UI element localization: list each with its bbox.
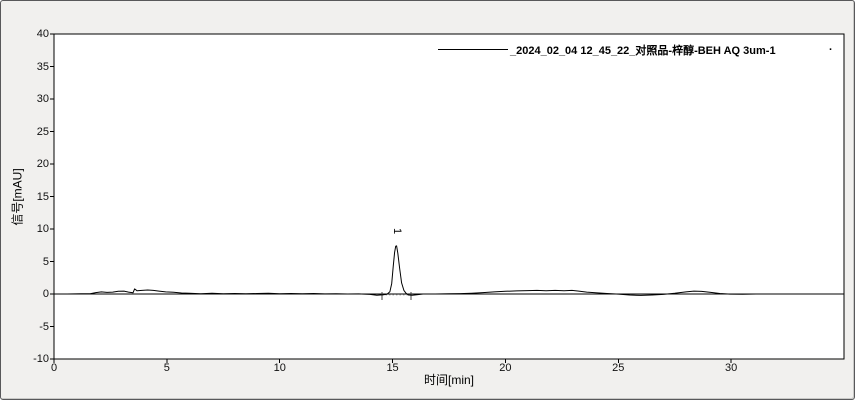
signal-trace xyxy=(54,245,844,296)
x-tick-label: 0 xyxy=(50,362,58,374)
y-tick-label: 5 xyxy=(42,255,49,268)
y-tick-label: 0 xyxy=(42,288,49,300)
legend-line-sample xyxy=(438,49,508,50)
y-tick-label: 40 xyxy=(36,28,49,40)
legend-series-label: _2024_02_04 12_45_22_对照品-梓醇-BEH AQ 3um-1 xyxy=(510,45,776,57)
y-tick-label: 30 xyxy=(36,93,49,105)
x-tick-label: 15 xyxy=(386,362,399,374)
x-axis-label: 时间[min] xyxy=(423,373,474,387)
y-tick-label: -5 xyxy=(39,320,49,333)
x-tick-label: 20 xyxy=(499,362,512,374)
y-tick-label: 35 xyxy=(36,60,49,73)
y-tick-label: -10 xyxy=(33,353,49,365)
plot-frame xyxy=(53,33,845,360)
x-tick-label: 30 xyxy=(725,362,738,374)
legend-trailing-dot: . xyxy=(829,41,833,53)
peak-1-label: 1 xyxy=(391,227,404,234)
y-tick-label: 25 xyxy=(36,125,49,138)
y-tick-label: 15 xyxy=(36,190,49,203)
x-tick-label: 5 xyxy=(163,362,170,374)
x-tick-label: 10 xyxy=(273,362,286,374)
y-tick-label: 20 xyxy=(36,158,49,170)
y-tick-label: 10 xyxy=(36,223,49,235)
x-tick-label: 25 xyxy=(612,362,625,374)
